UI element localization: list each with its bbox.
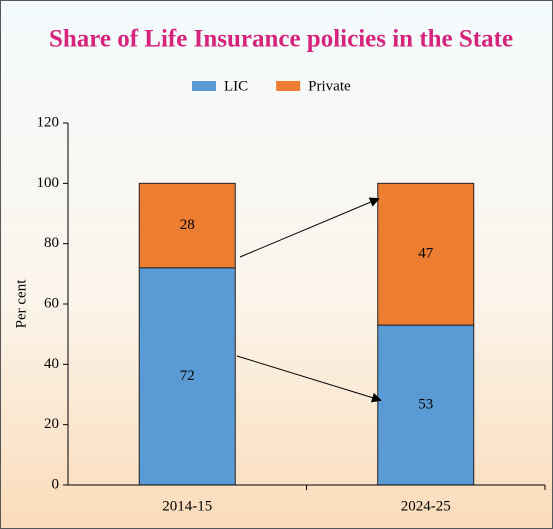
- bar-segment: [377, 182, 475, 326]
- y-tick-label: 60: [44, 295, 59, 311]
- legend-label: LIC: [224, 78, 248, 94]
- y-tick-label: 120: [37, 114, 60, 130]
- y-tick-label: 80: [44, 235, 59, 251]
- data-label: 28: [180, 217, 195, 233]
- x-tick-label: 2014-15: [162, 498, 212, 514]
- x-tick-label: 2024-25: [401, 498, 451, 514]
- y-tick-label: 0: [52, 476, 60, 492]
- y-tick-label: 100: [37, 175, 60, 191]
- data-label: 72: [180, 368, 195, 384]
- chart-title: Share of Life Insurance policies in the …: [49, 26, 513, 53]
- legend-swatch: [192, 81, 216, 91]
- bar-segment: [377, 324, 475, 486]
- legend-swatch: [276, 81, 301, 91]
- y-tick-label: 40: [44, 356, 59, 372]
- arrow: [236, 355, 382, 403]
- y-axis-label: Per cent: [13, 279, 29, 329]
- legend-label: Private: [308, 78, 351, 94]
- bar-segment: [138, 182, 236, 269]
- data-label: 47: [418, 246, 434, 262]
- data-label: 53: [418, 396, 433, 412]
- y-tick-label: 20: [44, 416, 59, 432]
- bar-segment: [138, 267, 236, 486]
- arrow: [239, 197, 380, 258]
